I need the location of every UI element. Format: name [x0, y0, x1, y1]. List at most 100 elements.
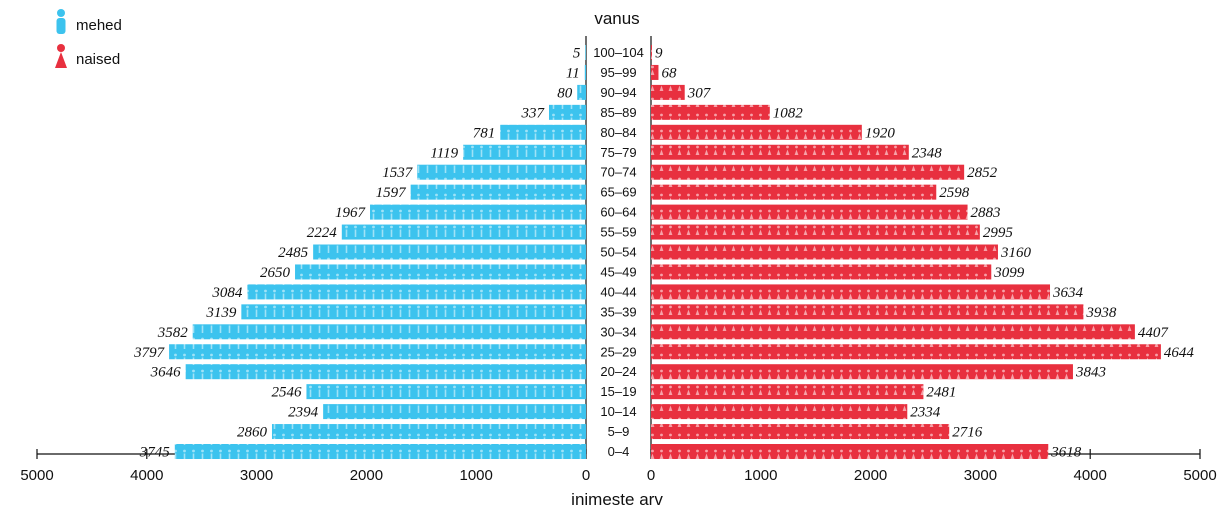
x-tick-label: 4000	[130, 467, 163, 484]
value-label-mehed: 1597	[376, 185, 408, 201]
value-label-naised: 2852	[967, 165, 998, 181]
age-group-label: 5–9	[608, 424, 630, 439]
category-axis-title: vanus	[594, 9, 639, 28]
age-group-label: 80–84	[600, 125, 636, 140]
bar-mehed	[306, 384, 586, 400]
bar-naised	[651, 164, 965, 180]
value-label-mehed: 3797	[133, 345, 166, 361]
value-label-naised: 3160	[1000, 245, 1032, 261]
x-tick-label: 3000	[964, 467, 997, 484]
bar-mehed	[247, 284, 586, 300]
value-label-mehed: 337	[520, 105, 545, 121]
age-group-label: 40–44	[600, 284, 636, 299]
bar-naised	[651, 184, 937, 200]
age-group-label: 100–104	[593, 45, 644, 60]
bar-naised	[651, 444, 1049, 459]
bar-naised	[651, 224, 980, 240]
bars	[169, 45, 1161, 459]
legend-label-naised: naised	[76, 51, 120, 68]
value-label-mehed: 3582	[157, 325, 189, 341]
bar-mehed	[241, 304, 586, 320]
value-label-naised: 68	[661, 65, 677, 81]
legend: mehed naised	[55, 9, 122, 68]
age-group-label: 55–59	[600, 225, 636, 240]
bar-naised	[651, 124, 862, 140]
bar-mehed	[463, 144, 586, 160]
age-group-label: 35–39	[600, 304, 636, 319]
value-label-naised: 1082	[773, 105, 804, 121]
age-group-label: 30–34	[600, 324, 636, 339]
value-label-mehed: 2860	[237, 425, 268, 441]
labels: 100–104 5 9 95–99 11 68 90–94 80 307 85–89 337 1082…	[133, 45, 1194, 461]
value-label-naised: 2598	[939, 185, 970, 201]
value-label-mehed: 3084	[211, 285, 243, 301]
value-label-naised: 9	[655, 46, 663, 62]
value-label-naised: 3618	[1050, 445, 1082, 461]
value-label-naised: 2995	[983, 225, 1014, 241]
age-group-label: 70–74	[600, 165, 636, 180]
female-person-icon	[55, 44, 67, 68]
value-label-naised: 3843	[1075, 365, 1106, 381]
x-tick-label: 5000	[20, 467, 53, 484]
value-label-mehed: 1967	[335, 205, 367, 221]
value-label-mehed: 80	[557, 85, 573, 101]
value-label-naised: 3938	[1085, 305, 1117, 321]
age-group-label: 60–64	[600, 205, 636, 220]
bar-naised	[651, 304, 1084, 320]
x-tick-label: 1000	[744, 467, 777, 484]
bar-mehed	[192, 324, 586, 340]
bar-mehed	[174, 444, 586, 459]
value-label-mehed: 5	[573, 46, 581, 62]
x-tick-label: 0	[647, 467, 655, 484]
value-label-naised: 2334	[910, 405, 941, 421]
value-label-naised: 2481	[926, 385, 956, 401]
value-label-naised: 307	[687, 85, 712, 101]
bar-mehed	[417, 164, 586, 180]
bar-naised	[651, 45, 652, 60]
x-tick-label: 3000	[240, 467, 273, 484]
x-tick-label: 4000	[1074, 467, 1107, 484]
value-label-naised: 4644	[1164, 345, 1195, 361]
bar-mehed	[577, 84, 586, 100]
legend-item-naised: naised	[55, 44, 120, 68]
age-group-label: 65–69	[600, 185, 636, 200]
age-group-label: 85–89	[600, 105, 636, 120]
legend-label-mehed: mehed	[76, 17, 122, 34]
value-label-mehed: 2546	[271, 385, 302, 401]
bar-mehed	[585, 45, 586, 60]
bar-naised	[651, 64, 659, 80]
bar-naised	[651, 104, 770, 120]
legend-item-mehed: mehed	[56, 9, 122, 34]
value-label-naised: 2716	[952, 425, 983, 441]
bar-mehed	[271, 424, 586, 440]
x-tick-label: 2000	[854, 467, 887, 484]
age-group-label: 90–94	[600, 85, 636, 100]
value-label-mehed: 2394	[288, 405, 319, 421]
age-group-label: 95–99	[600, 65, 636, 80]
bar-naised	[651, 264, 992, 280]
bar-naised	[651, 404, 908, 420]
bar-mehed	[313, 244, 586, 260]
bar-naised	[651, 344, 1161, 360]
age-group-label: 25–29	[600, 344, 636, 359]
bar-naised	[651, 364, 1073, 380]
age-group-label: 50–54	[600, 245, 636, 260]
bar-mehed	[323, 404, 586, 420]
value-label-naised: 2883	[971, 205, 1001, 221]
value-label-mehed: 1119	[430, 145, 458, 161]
x-axis-title: inimeste arv	[571, 490, 663, 509]
bar-mehed	[548, 104, 586, 120]
age-group-label: 0–4	[608, 444, 630, 459]
bar-mehed	[370, 204, 586, 220]
bar-mehed	[169, 344, 586, 360]
value-label-naised: 3099	[993, 265, 1025, 281]
value-label-mehed: 11	[566, 65, 580, 81]
age-group-label: 15–19	[600, 384, 636, 399]
value-label-mehed: 781	[473, 125, 496, 141]
value-label-naised: 4407	[1138, 325, 1170, 341]
age-group-label: 45–49	[600, 264, 636, 279]
bar-naised	[651, 244, 998, 260]
value-label-naised: 2348	[912, 145, 943, 161]
x-tick-label: 5000	[1183, 467, 1216, 484]
